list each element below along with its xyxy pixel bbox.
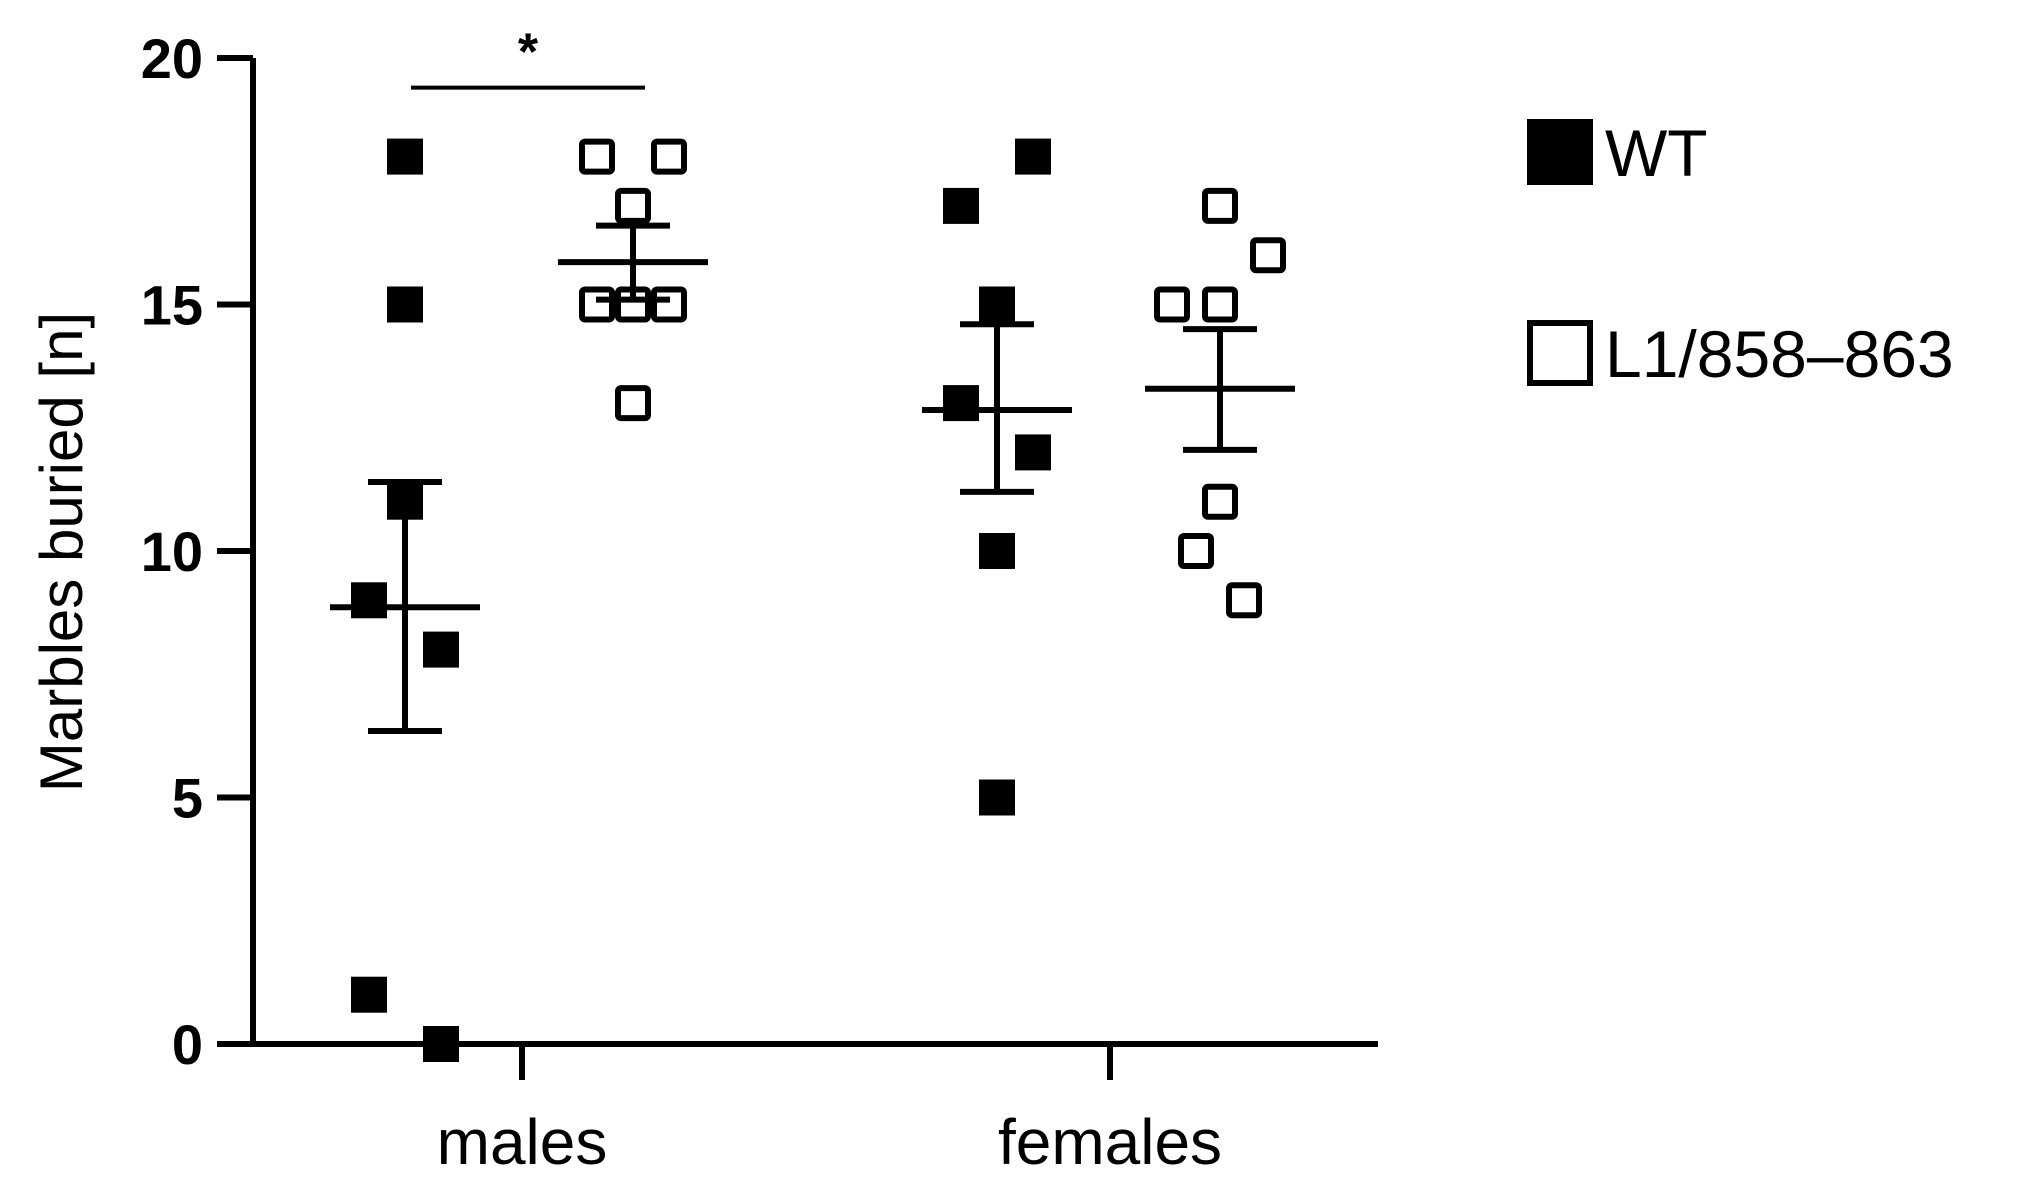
significance-star: * xyxy=(518,24,539,82)
wt-data-point xyxy=(1015,434,1051,471)
mutant-data-point xyxy=(615,187,651,224)
mutant-data-point xyxy=(1202,187,1238,224)
mutant-data-point xyxy=(579,138,615,175)
wt-data-point xyxy=(351,582,387,619)
significance-annotation: * xyxy=(411,24,645,90)
wt-data-point xyxy=(979,286,1015,323)
wt-data-point xyxy=(423,631,459,668)
y-tick-label: 20 xyxy=(141,27,203,90)
mutant-data-point xyxy=(579,286,615,323)
mutant-data-point xyxy=(1250,237,1286,274)
legend: WT L1/858–863 xyxy=(1527,116,1954,391)
mutant-data-point xyxy=(1154,286,1190,323)
data-points xyxy=(351,138,1286,1062)
legend-label: L1/858–863 xyxy=(1605,317,1954,391)
mean-sem-bars xyxy=(330,222,1295,734)
mutant-data-point xyxy=(651,138,687,175)
mutant-data-point xyxy=(1202,483,1238,520)
wt-data-point xyxy=(387,286,423,323)
wt-data-point xyxy=(423,1026,459,1062)
mutant-data-point xyxy=(651,286,687,323)
wt-data-point xyxy=(387,138,423,175)
mutant-data-point xyxy=(1178,533,1214,569)
wt-data-point xyxy=(351,976,387,1013)
y-tick-label: 10 xyxy=(141,520,203,583)
y-tick-label: 0 xyxy=(172,1013,203,1076)
x-category-label: females xyxy=(998,1106,1222,1178)
wt-data-point xyxy=(979,779,1015,816)
wt-data-point xyxy=(943,187,979,224)
wt-data-point xyxy=(979,533,1015,569)
x-categories: males females xyxy=(437,1044,1222,1178)
y-ticks: 0 5 10 15 20 xyxy=(141,27,253,1076)
legend-wt-swatch xyxy=(1527,119,1593,185)
x-category-label: males xyxy=(437,1106,608,1178)
y-axis-title: Marbles buried [n] xyxy=(28,312,95,792)
wt-data-point xyxy=(1015,138,1051,175)
mutant-data-point xyxy=(615,385,651,422)
y-tick-label: 15 xyxy=(141,274,203,337)
y-tick-label: 5 xyxy=(172,767,203,830)
mutant-data-point xyxy=(1202,286,1238,323)
mutant-data-point xyxy=(1226,582,1262,619)
legend-label: WT xyxy=(1605,116,1708,190)
legend-mutant-swatch xyxy=(1527,320,1593,386)
wt-data-point xyxy=(943,385,979,422)
